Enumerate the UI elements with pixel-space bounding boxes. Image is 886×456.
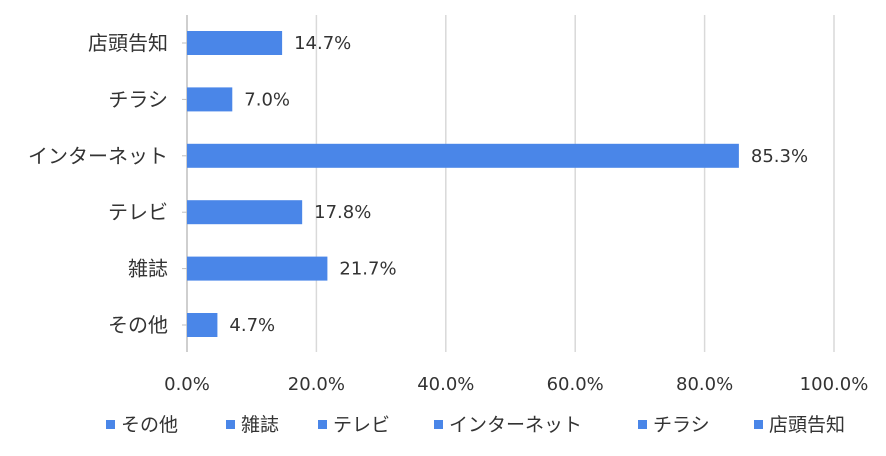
category-label: テレビ xyxy=(108,200,168,224)
value-labels: 14.7% 7.0% 85.3% 17.8% 21.7% 4.7% xyxy=(229,33,808,336)
legend-marker xyxy=(754,420,763,429)
legend-label: テレビ xyxy=(333,414,390,436)
legend-marker xyxy=(638,420,647,429)
value-label: 17.8% xyxy=(314,202,371,223)
legend-marker xyxy=(434,420,443,429)
x-tick-label: 80.0% xyxy=(676,374,733,395)
x-tick-label: 40.0% xyxy=(417,374,474,395)
x-tick-labels: 0.0% 20.0% 40.0% 60.0% 80.0% 100.0% xyxy=(164,374,868,395)
value-label: 21.7% xyxy=(339,259,396,280)
legend-label: その他 xyxy=(121,414,178,436)
bar xyxy=(187,143,739,168)
gridlines xyxy=(315,15,835,352)
category-label: インターネット xyxy=(28,144,168,168)
category-label: 雑誌 xyxy=(128,257,168,281)
legend-marker xyxy=(106,420,115,429)
bar xyxy=(187,87,233,112)
legend-marker xyxy=(318,420,327,429)
x-tick-label: 100.0% xyxy=(800,374,869,395)
value-label: 4.7% xyxy=(229,315,275,336)
x-tick-label: 60.0% xyxy=(547,374,604,395)
category-label: チラシ xyxy=(108,87,168,111)
x-tick-label: 0.0% xyxy=(164,374,210,395)
value-label: 7.0% xyxy=(244,89,290,110)
bars xyxy=(187,31,739,337)
y-axis xyxy=(182,15,188,352)
legend-label: 雑誌 xyxy=(241,414,279,436)
bar xyxy=(187,256,328,281)
bar xyxy=(187,313,218,337)
bar xyxy=(187,31,283,55)
category-label: その他 xyxy=(108,313,168,337)
value-label: 85.3% xyxy=(751,146,808,167)
legend: その他 雑誌 テレビ インターネット チラシ 店頭告知 xyxy=(106,414,845,436)
legend-marker xyxy=(226,420,235,429)
legend-label: インターネット xyxy=(449,414,582,436)
legend-label: チラシ xyxy=(653,414,710,436)
category-label: 店頭告知 xyxy=(88,31,168,55)
value-label: 14.7% xyxy=(294,33,351,54)
legend-label: 店頭告知 xyxy=(769,414,845,436)
x-tick-label: 20.0% xyxy=(288,374,345,395)
bar xyxy=(187,200,303,225)
